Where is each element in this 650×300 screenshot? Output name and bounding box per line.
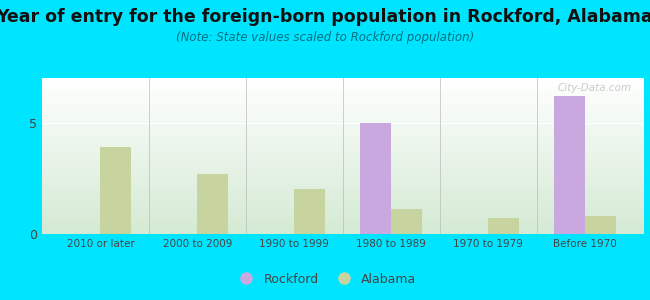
Bar xyxy=(198,174,228,234)
Bar xyxy=(585,216,616,234)
Legend: Rockford, Alabama: Rockford, Alabama xyxy=(229,268,421,291)
Text: City-Data.com: City-Data.com xyxy=(557,83,632,93)
Bar xyxy=(360,123,391,234)
Bar xyxy=(101,147,131,234)
Text: (Note: State values scaled to Rockford population): (Note: State values scaled to Rockford p… xyxy=(176,32,474,44)
Bar xyxy=(488,218,519,234)
Bar xyxy=(294,189,326,234)
Bar xyxy=(554,96,585,234)
Text: Year of entry for the foreign-born population in Rockford, Alabama: Year of entry for the foreign-born popul… xyxy=(0,8,650,26)
Bar xyxy=(391,209,423,234)
